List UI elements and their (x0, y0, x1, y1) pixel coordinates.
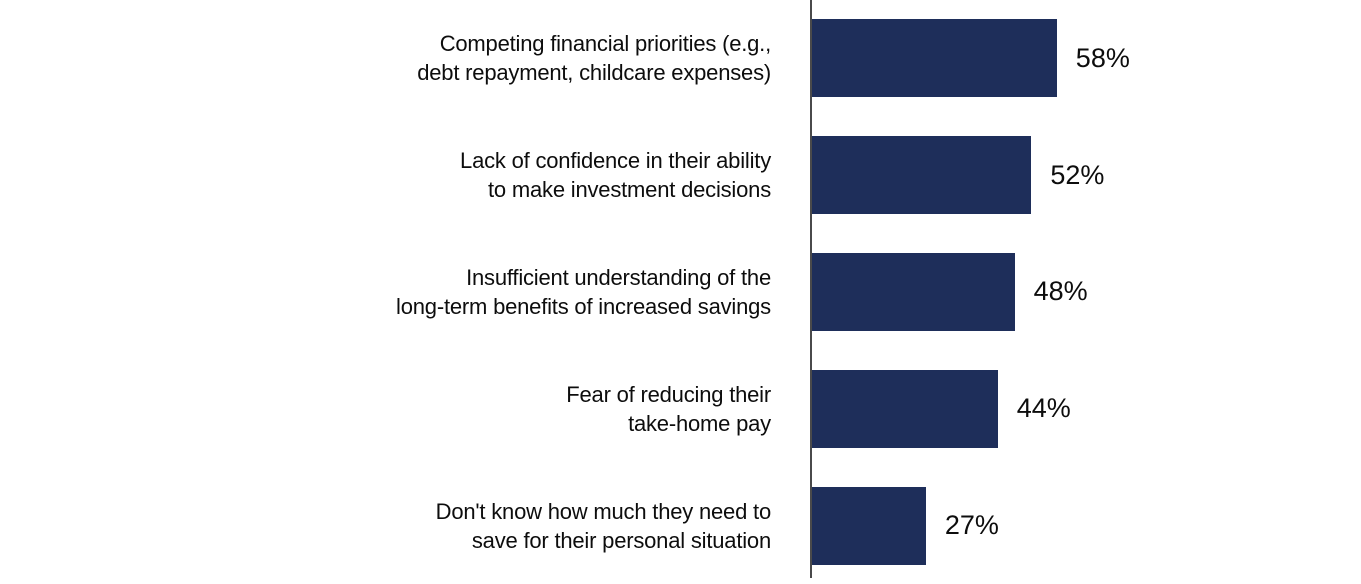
category-label-line: Lack of confidence in their ability (460, 148, 771, 174)
category-label: Don't know how much they need to save fo… (0, 497, 791, 555)
category-label-line: to make investment decisions (488, 177, 771, 203)
bar-area: 44% (791, 369, 1361, 448)
bar (812, 252, 1015, 331)
value-label: 52% (1050, 159, 1105, 190)
value-label: 58% (1075, 42, 1130, 73)
bar-area: 48% (791, 252, 1361, 331)
bar (812, 136, 1032, 215)
category-axis-line (810, 0, 812, 578)
category-label-line: save for their personal situation (471, 527, 771, 553)
chart-row: Insufficient understanding of the long-t… (0, 234, 1361, 351)
bar (812, 486, 926, 565)
category-label-line: Don't know how much they need to (435, 498, 772, 524)
category-label-line: take-home pay (628, 410, 771, 436)
category-label-line: Fear of reducing their (566, 381, 771, 407)
value-label: 44% (1016, 393, 1071, 424)
chart-row: Don't know how much they need to save fo… (0, 467, 1361, 584)
chart-row: Lack of confidence in their ability to m… (0, 117, 1361, 234)
category-label: Competing financial priorities (e.g., de… (0, 29, 791, 87)
category-label: Lack of confidence in their ability to m… (0, 146, 791, 204)
value-label: 27% (944, 510, 999, 541)
category-label-line: debt repayment, childcare expenses) (417, 60, 771, 86)
category-label: Fear of reducing their take-home pay (0, 380, 791, 438)
category-label: Insufficient understanding of the long-t… (0, 263, 791, 321)
category-label-line: Insufficient understanding of the (466, 264, 771, 290)
chart-row: Competing financial priorities (e.g., de… (0, 0, 1361, 117)
bar (812, 19, 1057, 98)
category-label-line: Competing financial priorities (e.g., (439, 31, 772, 57)
bar-area: 27% (791, 486, 1361, 565)
chart-row: Fear of reducing their take-home pay 44% (0, 350, 1361, 467)
bar (812, 369, 998, 448)
category-label-line: long-term benefits of increased savings (396, 293, 771, 319)
bar-area: 58% (791, 19, 1361, 98)
value-label: 48% (1033, 276, 1088, 307)
bar-area: 52% (791, 136, 1361, 215)
